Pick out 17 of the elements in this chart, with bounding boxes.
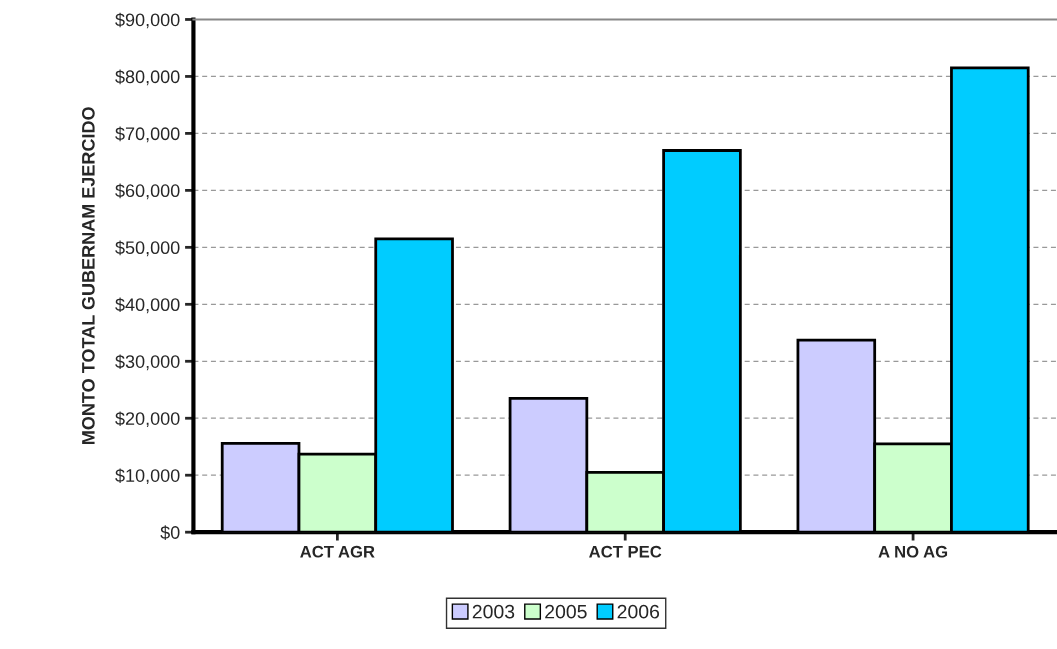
y-tick-label: $30,000: [115, 354, 180, 371]
y-tick-label: $80,000: [115, 69, 180, 86]
legend-label: 2005: [545, 604, 587, 619]
y-tick-label: $90,000: [115, 12, 180, 29]
y-tick-label: $20,000: [115, 411, 180, 428]
y-tick-label: $0: [160, 525, 180, 540]
y-tick-label: $10,000: [115, 468, 180, 485]
legend-label: 2003: [472, 604, 515, 619]
y-tick-label: $50,000: [115, 240, 180, 257]
x-tick-label: ACT PEC: [589, 545, 662, 558]
y-tick-label: $60,000: [115, 183, 180, 200]
y-tick-label: $40,000: [115, 297, 180, 314]
legend-label: 2006: [617, 604, 660, 619]
x-tick-label: A NO AG: [878, 545, 948, 558]
x-tick-label: ACT AGR: [300, 545, 375, 558]
y-tick-label: $70,000: [115, 126, 180, 143]
y-axis-title: MONTO TOTAL GUBERNAM EJERCIDO: [81, 107, 95, 444]
